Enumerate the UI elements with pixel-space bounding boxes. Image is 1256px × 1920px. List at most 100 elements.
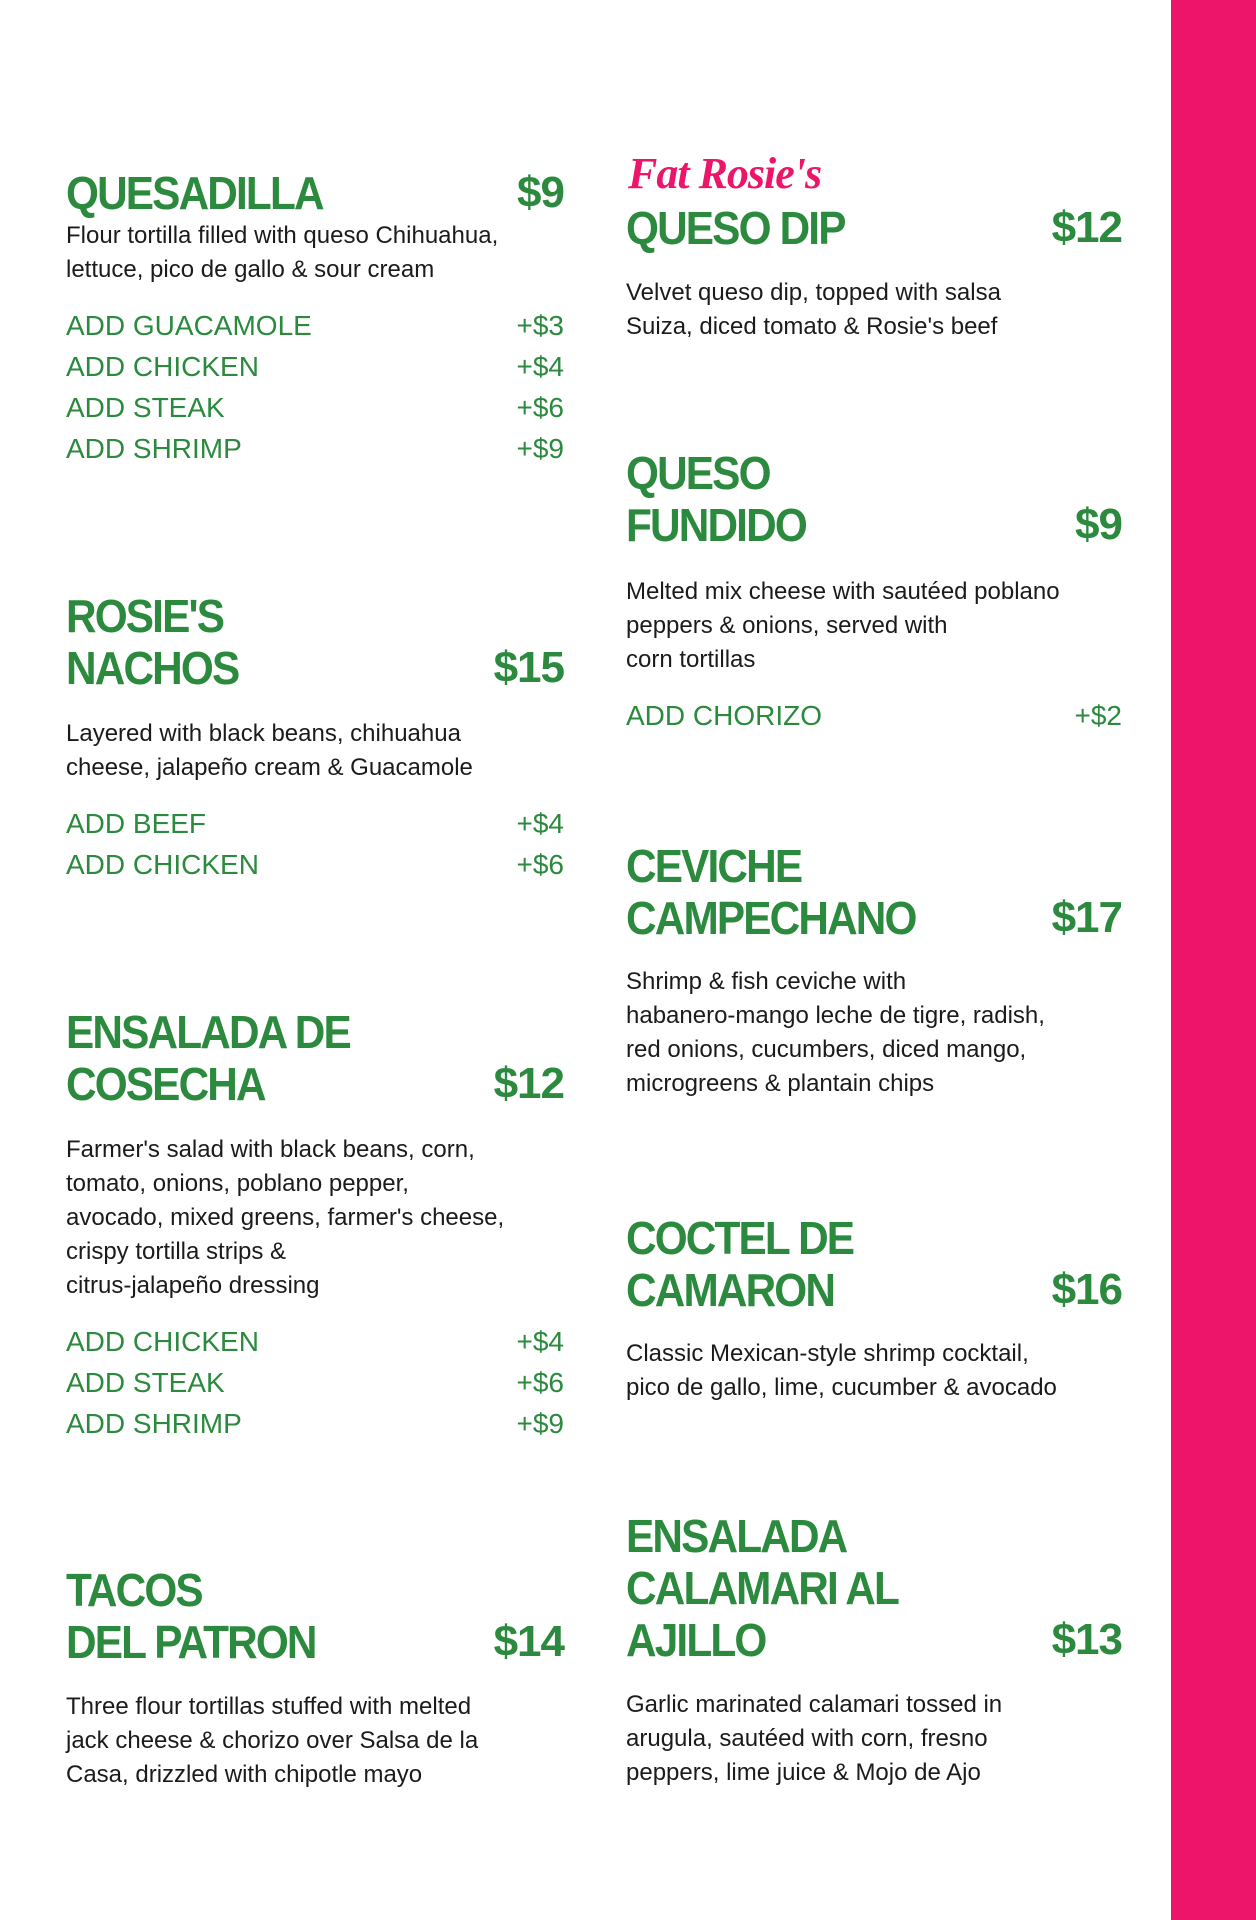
addon-list: ADD GUACAMOLE +$3 ADD CHICKEN +$4 ADD STEAK +… — [66, 305, 564, 469]
item-name: QUESO DIP — [626, 202, 846, 254]
item-price: $15 — [493, 643, 565, 692]
addon-row: ADD CHICKEN +$4 — [66, 1321, 564, 1362]
description-line: Melted mix cheese with sautéed poblano — [626, 578, 1060, 605]
addon-label: ADD GUACAMOLE — [66, 310, 312, 341]
description-line: Flour tortilla filled with queso Chihuah… — [66, 222, 499, 249]
item-heading: QUESADILLA $9 — [66, 167, 565, 219]
item-name: DEL PATRON — [66, 1616, 317, 1668]
item-price: $9 — [517, 168, 565, 217]
item-description: Layered with black beans, chihuahua chees… — [66, 717, 564, 785]
item-heading: ENSALADA CALAMARI AL AJILLO $13 — [626, 1510, 1123, 1666]
item-heading: ENSALADA DE COSECHA $12 — [66, 1006, 565, 1110]
addon-price: +$4 — [516, 1326, 565, 1357]
addon-price: +$9 — [516, 1408, 565, 1439]
description-line: citrus-jalapeño dressing — [66, 1272, 320, 1299]
addon-row: ADD CHICKEN +$4 — [66, 346, 564, 387]
description-line: Classic Mexican-style shrimp cocktail, — [626, 1340, 1029, 1367]
addon-row: ADD STEAK +$6 — [66, 387, 564, 428]
item-description: Velvet queso dip, topped with salsa Suiza… — [626, 276, 1122, 344]
item-heading: QUESO FUNDIDO $9 — [626, 447, 1123, 551]
description-line: arugula, sautéed with corn, fresno — [626, 1725, 988, 1752]
accent-strip — [1171, 0, 1256, 1920]
addon-row: ADD CHICKEN +$6 — [66, 844, 564, 885]
item-price: $13 — [1051, 1615, 1123, 1664]
menu-item: ROSIE'S NACHOS $15 Layered with black beans… — [66, 590, 565, 885]
item-name: QUESADILLA — [66, 167, 325, 219]
description-line: jack cheese & chorizo over Salsa de la — [66, 1727, 479, 1754]
item-description: Garlic marinated calamari tossed in arugu… — [626, 1688, 1122, 1790]
description-line: peppers & onions, served with — [626, 612, 948, 639]
item-name: QUESO — [626, 447, 772, 499]
item-name: AJILLO — [626, 1614, 767, 1666]
description-line: tomato, onions, poblano pepper, — [66, 1170, 409, 1197]
addon-list: ADD BEEF +$4 ADD CHICKEN +$6 — [66, 803, 564, 885]
description-line: Casa, drizzled with chipotle mayo — [66, 1761, 423, 1788]
addon-price: +$6 — [516, 849, 565, 880]
addon-row: ADD BEEF +$4 — [66, 803, 564, 844]
item-price: $12 — [1051, 203, 1123, 252]
item-heading: CEVICHE CAMPECHANO $17 — [626, 840, 1123, 944]
menu-item: CEVICHE CAMPECHANO $17 Shrimp & fish cevich… — [626, 840, 1123, 1101]
addon-label: ADD CHICKEN — [66, 1326, 259, 1357]
description-line: habanero-mango leche de tigre, radish, — [626, 1002, 1045, 1029]
addon-label: ADD CHICKEN — [66, 849, 259, 880]
menu-item: COCTEL DE CAMARON $16 Classic Mexican-style… — [626, 1212, 1123, 1405]
item-name: ENSALADA DE — [66, 1006, 352, 1058]
addon-price: +$6 — [516, 392, 565, 423]
addon-label: ADD SHRIMP — [66, 1408, 242, 1439]
item-heading: ROSIE'S NACHOS $15 — [66, 590, 565, 694]
item-price: $14 — [493, 1617, 565, 1666]
item-description: Classic Mexican-style shrimp cocktail, pi… — [626, 1337, 1122, 1405]
description-line: Velvet queso dip, topped with salsa — [626, 279, 1001, 306]
addon-label: ADD STEAK — [66, 1367, 225, 1398]
item-heading: TACOS DEL PATRON $14 — [66, 1564, 565, 1668]
addon-price: +$9 — [516, 433, 565, 464]
item-description: Melted mix cheese with sautéed poblano pe… — [626, 575, 1122, 677]
brand-logo: Fat Rosie's — [628, 149, 822, 198]
menu-item: QUESO DIP $12 Velvet queso dip, topped wit… — [626, 202, 1123, 344]
item-name: COSECHA — [66, 1058, 267, 1110]
item-heading: COCTEL DE CAMARON $16 — [626, 1212, 1123, 1316]
item-name: CALAMARI AL — [626, 1562, 900, 1614]
description-line: Farmer's salad with black beans, corn, — [66, 1136, 475, 1163]
addon-price: +$4 — [516, 808, 565, 839]
description-line: peppers, lime juice & Mojo de Ajo — [626, 1759, 981, 1786]
addon-label: ADD SHRIMP — [66, 433, 242, 464]
item-name: ENSALADA — [626, 1510, 848, 1562]
description-line: Shrimp & fish ceviche with — [626, 968, 907, 995]
addon-label: ADD CHORIZO — [626, 700, 822, 731]
item-price: $17 — [1051, 893, 1123, 942]
addon-list: ADD CHORIZO +$2 — [626, 695, 1122, 736]
addon-list: ADD CHICKEN +$4 ADD STEAK +$6 ADD SHRIMP +$9 — [66, 1321, 564, 1444]
description-line: Layered with black beans, chihuahua — [66, 720, 461, 747]
menu-item: ENSALADA DE COSECHA $12 Farmer's salad with… — [66, 1006, 565, 1444]
item-description: Shrimp & fish ceviche with habanero-mango… — [626, 965, 1122, 1101]
description-line: Three flour tortillas stuffed with melte… — [66, 1693, 472, 1720]
description-line: corn tortillas — [626, 646, 756, 673]
item-price: $16 — [1051, 1265, 1123, 1314]
description-line: microgreens & plantain chips — [626, 1070, 935, 1097]
addon-price: +$4 — [516, 351, 565, 382]
description-line: red onions, cucumbers, diced mango, — [626, 1036, 1027, 1063]
addon-price: +$3 — [516, 310, 565, 341]
menu-item: QUESADILLA $9 Flour tortilla filled with q… — [66, 167, 565, 469]
item-description: Farmer's salad with black beans, corn, to… — [66, 1133, 564, 1303]
description-line: lettuce, pico de gallo & sour cream — [66, 256, 435, 283]
addon-label: ADD CHICKEN — [66, 351, 259, 382]
item-name: COCTEL DE — [626, 1212, 855, 1264]
addon-label: ADD STEAK — [66, 392, 225, 423]
item-price: $9 — [1075, 500, 1123, 549]
description-line: avocado, mixed greens, farmer's cheese, — [66, 1204, 505, 1231]
addon-label: ADD BEEF — [66, 808, 207, 839]
item-name: FUNDIDO — [626, 499, 808, 551]
item-name: TACOS — [66, 1564, 204, 1616]
item-name: CAMPECHANO — [626, 892, 917, 944]
addon-row: ADD GUACAMOLE +$3 — [66, 305, 564, 346]
addon-price: +$6 — [516, 1367, 565, 1398]
menu-item: QUESO FUNDIDO $9 Melted mix cheese with sau… — [626, 447, 1123, 736]
description-line: Garlic marinated calamari tossed in — [626, 1691, 1003, 1718]
item-description: Flour tortilla filled with queso Chihuah… — [66, 219, 564, 287]
menu-item: TACOS DEL PATRON $14 Three flour tortillas … — [66, 1564, 565, 1792]
item-name: NACHOS — [66, 642, 240, 694]
description-line: pico de gallo, lime, cucumber & avocado — [626, 1374, 1057, 1401]
